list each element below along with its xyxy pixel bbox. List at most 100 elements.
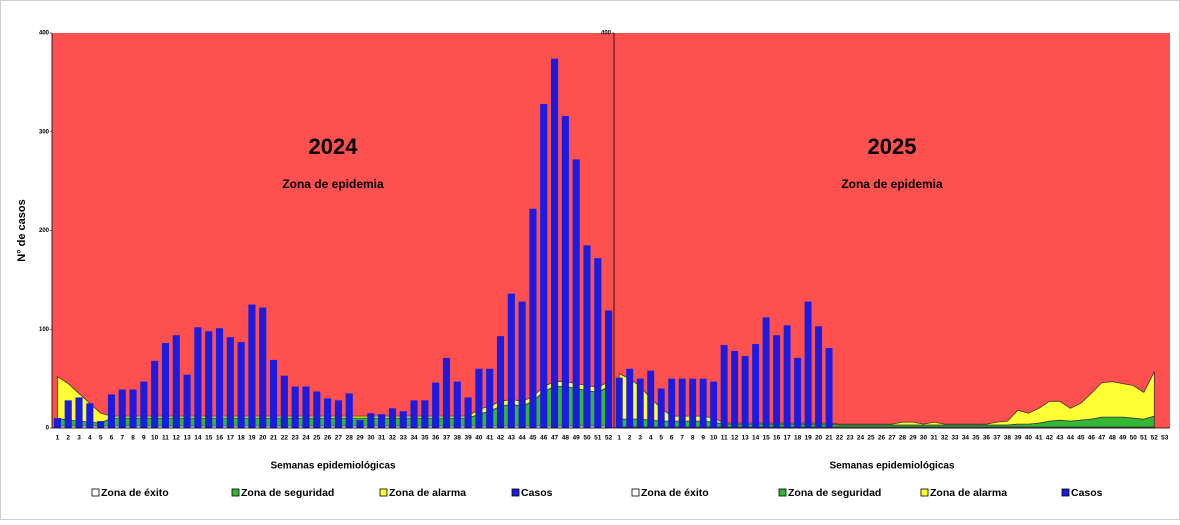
bar bbox=[529, 208, 537, 428]
bar bbox=[302, 386, 310, 428]
x-tick-label: 28 bbox=[346, 435, 354, 442]
legend-swatch bbox=[511, 488, 520, 497]
x-tick-label: 30 bbox=[367, 435, 375, 442]
x-tick-label: 19 bbox=[804, 435, 812, 442]
bar bbox=[507, 293, 515, 428]
x-tick-label: 5 bbox=[659, 435, 663, 442]
bar bbox=[710, 381, 718, 428]
bar bbox=[486, 368, 494, 428]
x-tick-label: 27 bbox=[335, 435, 343, 442]
x-tick-label: 5 bbox=[99, 435, 103, 442]
bar bbox=[97, 421, 105, 428]
bar bbox=[689, 378, 697, 428]
bar bbox=[86, 403, 94, 428]
x-tick-label: 47 bbox=[551, 435, 559, 442]
x-tick-label: 26 bbox=[324, 435, 332, 442]
x-tick-label: 31 bbox=[378, 435, 386, 442]
x-tick-label: 27 bbox=[888, 435, 896, 442]
bar bbox=[762, 317, 770, 428]
bar bbox=[356, 420, 364, 428]
bar bbox=[752, 344, 760, 428]
legend-label: Zona de seguridad bbox=[788, 487, 881, 499]
bar bbox=[657, 388, 665, 428]
bar bbox=[421, 400, 429, 428]
x-tick-label: 12 bbox=[173, 435, 181, 442]
legend-swatch bbox=[631, 488, 640, 497]
bar bbox=[194, 327, 202, 428]
bar bbox=[140, 381, 148, 428]
x-tick-label: 40 bbox=[475, 435, 483, 442]
x-tick-label: 45 bbox=[529, 435, 537, 442]
bar bbox=[615, 377, 623, 428]
y-tick-label: 100 bbox=[39, 327, 50, 333]
bar bbox=[626, 368, 634, 428]
x-tick-label: 8 bbox=[131, 435, 135, 442]
x-tick-label: 11 bbox=[162, 435, 169, 442]
legend-swatch bbox=[920, 488, 929, 497]
bar bbox=[237, 342, 245, 428]
x-tick-label: 35 bbox=[421, 435, 429, 442]
legend-label: Zona de alarma bbox=[389, 487, 466, 499]
zone-area bbox=[618, 371, 1155, 426]
bar bbox=[107, 394, 116, 428]
x-tick-label: 36 bbox=[432, 435, 440, 442]
x-tick-label: 32 bbox=[389, 435, 397, 442]
x-tick-label: 44 bbox=[1067, 435, 1075, 442]
y-tick-label: 400 bbox=[39, 31, 50, 37]
x-tick-label: 49 bbox=[573, 435, 581, 442]
x-tick-label: 52 bbox=[605, 435, 613, 442]
bar bbox=[410, 400, 418, 428]
x-tick-label: 41 bbox=[1035, 435, 1043, 442]
x-tick-label: 17 bbox=[783, 435, 791, 442]
bar bbox=[269, 359, 278, 428]
bar bbox=[345, 393, 353, 428]
x-tick-label: 37 bbox=[993, 435, 1001, 442]
x-tick-label: 3 bbox=[77, 435, 81, 442]
x-tick-label: 42 bbox=[497, 435, 505, 442]
x-tick-label: 39 bbox=[464, 435, 472, 442]
bar bbox=[324, 398, 332, 428]
panel-subtitle: Zona de epidemia bbox=[282, 177, 384, 191]
x-tick-label: 36 bbox=[983, 435, 991, 442]
x-tick-label: 8 bbox=[691, 435, 695, 442]
x-tick-label: 42 bbox=[1046, 435, 1054, 442]
y-tick-label: 300 bbox=[39, 129, 50, 135]
x-tick-label: 46 bbox=[1088, 435, 1096, 442]
x-tick-label: 41 bbox=[486, 435, 494, 442]
x-tick-label: 9 bbox=[142, 435, 146, 442]
x-tick-label: 21 bbox=[825, 435, 833, 442]
bar bbox=[280, 375, 288, 428]
bar bbox=[291, 386, 299, 428]
x-tick-label: 22 bbox=[836, 435, 844, 442]
bar bbox=[453, 381, 461, 428]
x-tick-label: 34 bbox=[962, 435, 970, 442]
bar bbox=[205, 331, 213, 428]
x-tick-label: 52 bbox=[1151, 435, 1159, 442]
x-tick-label: 17 bbox=[227, 435, 235, 442]
x-tick-label: 23 bbox=[292, 435, 300, 442]
x-axis-title: Semanas epidemiológicas bbox=[270, 461, 395, 472]
bar bbox=[161, 343, 170, 428]
legend-swatch bbox=[91, 488, 100, 497]
x-tick-label: 24 bbox=[302, 435, 310, 442]
x-tick-label: 10 bbox=[151, 435, 159, 442]
legend-swatch bbox=[778, 488, 787, 497]
x-tick-label: 33 bbox=[951, 435, 959, 442]
x-tick-label: 16 bbox=[773, 435, 781, 442]
x-tick-label: 1 bbox=[56, 435, 60, 442]
x-tick-label: 44 bbox=[519, 435, 527, 442]
x-tick-label: 20 bbox=[259, 435, 267, 442]
legend-swatch bbox=[231, 488, 240, 497]
bar bbox=[183, 374, 191, 428]
x-tick-label: 29 bbox=[909, 435, 917, 442]
bar bbox=[583, 245, 591, 428]
bar bbox=[647, 370, 655, 428]
legend-label: Zona de seguridad bbox=[241, 487, 334, 499]
bar bbox=[464, 397, 472, 428]
legend-swatch bbox=[379, 488, 388, 497]
x-tick-label: 13 bbox=[742, 435, 750, 442]
x-tick-label: 50 bbox=[583, 435, 591, 442]
x-tick-label: 20 bbox=[815, 435, 823, 442]
bar bbox=[475, 368, 483, 428]
